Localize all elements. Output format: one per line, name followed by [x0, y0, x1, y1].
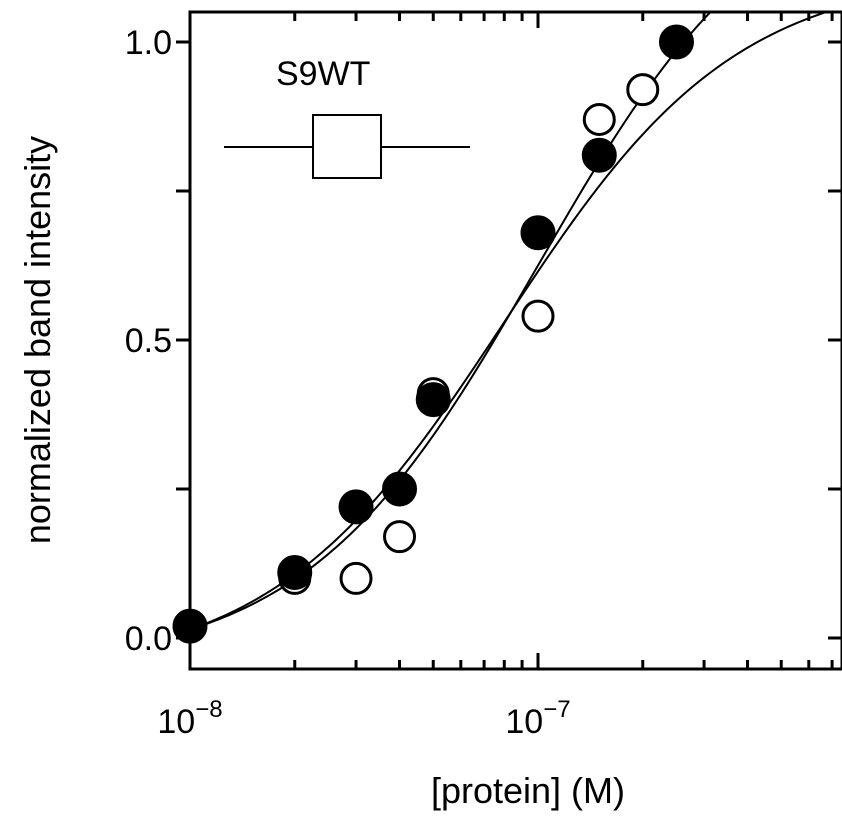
x-axis-label: [protein] (M) — [431, 770, 625, 811]
filled-circle-point — [382, 471, 418, 507]
y-tick-labels: 0.0 0.5 1.0 — [125, 24, 172, 658]
x-tick-labels: 10−8 10−7 — [157, 696, 570, 741]
filled-circle-point — [520, 215, 556, 251]
open-circle-point — [521, 299, 555, 333]
x-tick-label: 10−8 — [157, 696, 222, 741]
fit-curve-1 — [190, 12, 830, 631]
y-tick-label: 1.0 — [125, 24, 172, 62]
open-circle-point — [339, 561, 373, 595]
open-circle-point — [383, 520, 417, 554]
axis-ticks — [176, 12, 842, 669]
open-circle-point — [582, 102, 616, 136]
filled-circle-point — [581, 137, 617, 173]
legend-marker-open-square — [312, 114, 382, 179]
filled-circle-point — [658, 24, 694, 60]
x-tick-label: 10−7 — [505, 696, 570, 741]
fit-curve-2 — [190, 12, 712, 631]
legend-label: S9WT — [276, 55, 370, 93]
legend: S9WT — [224, 55, 470, 179]
fit-curves — [190, 12, 830, 631]
y-axis-label: normalized band intensity — [17, 136, 58, 544]
filled-circle-point — [415, 382, 451, 418]
data-points — [172, 24, 694, 644]
open-circle-point — [626, 73, 660, 107]
y-tick-label: 0.5 — [125, 322, 172, 360]
y-tick-label: 0.0 — [125, 620, 172, 658]
filled-circle-point — [277, 554, 313, 590]
filled-circle-point — [338, 489, 374, 525]
